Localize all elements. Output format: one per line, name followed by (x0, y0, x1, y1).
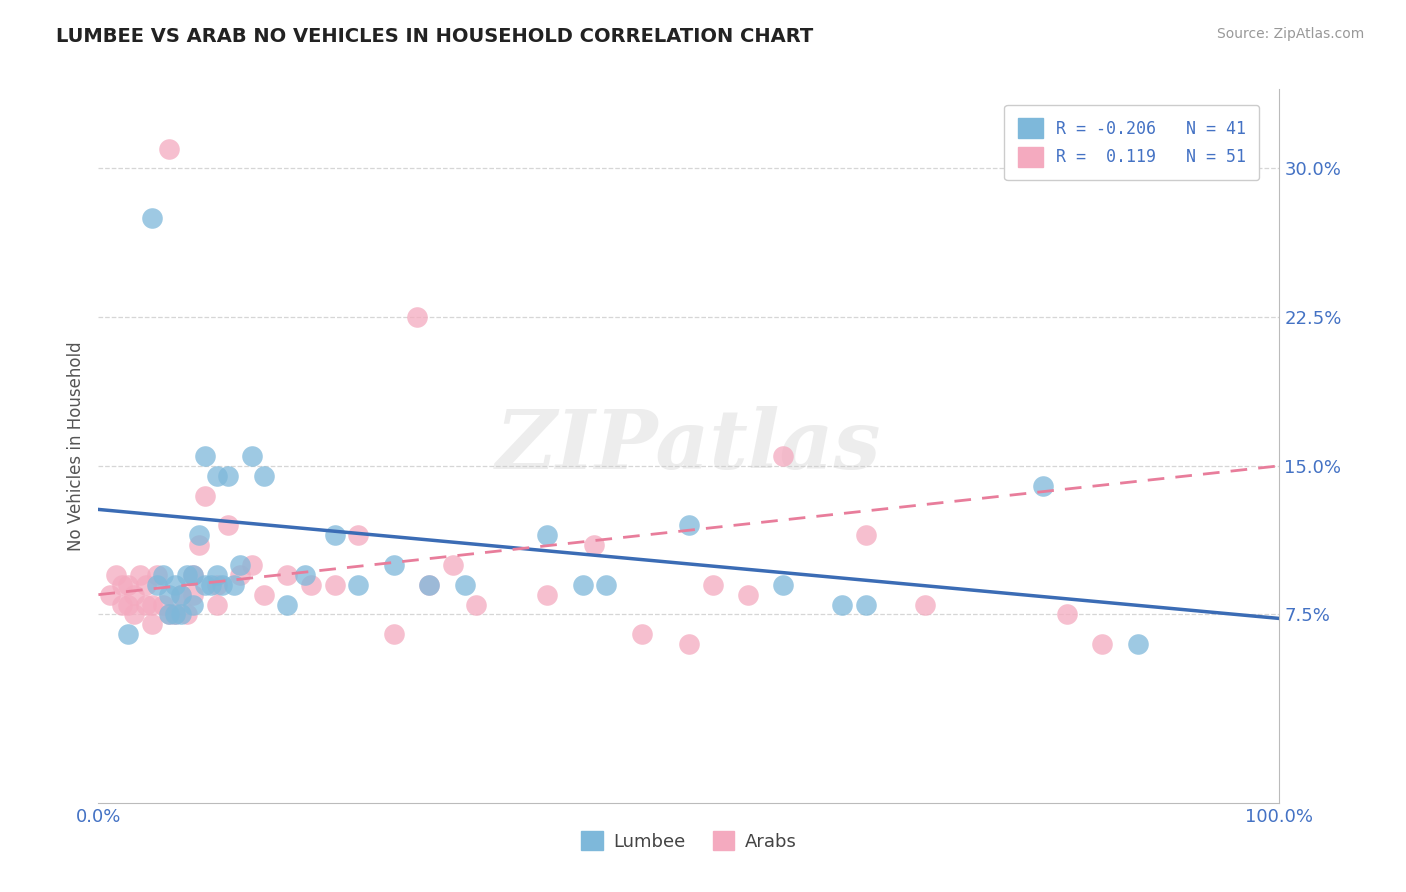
Point (678, 518, 700, 533)
Point (111, 578, 134, 592)
Point (170, 607, 193, 622)
Point (323, 528, 346, 542)
Point (536, 528, 558, 542)
Point (181, 567, 204, 582)
Point (157, 607, 180, 622)
Point (229, 558, 252, 572)
Point (194, 449, 217, 463)
Point (772, 578, 794, 592)
Point (146, 578, 169, 592)
Point (135, 578, 157, 592)
Point (382, 627, 405, 641)
Point (583, 538, 606, 552)
Point (276, 598, 298, 612)
Point (217, 518, 239, 533)
Point (157, 588, 180, 602)
Point (299, 578, 322, 592)
Point (157, 142, 180, 156)
Point (181, 588, 204, 602)
Point (1126, 637, 1149, 651)
Text: Source: ZipAtlas.com: Source: ZipAtlas.com (1216, 27, 1364, 41)
Point (194, 489, 217, 503)
Point (406, 310, 429, 325)
Point (453, 578, 475, 592)
Point (176, 567, 198, 582)
Point (170, 588, 193, 602)
Point (571, 578, 593, 592)
Point (855, 598, 877, 612)
Point (122, 588, 145, 602)
Point (122, 607, 145, 622)
Point (176, 607, 198, 622)
Point (418, 578, 440, 592)
Point (294, 567, 316, 582)
Point (157, 607, 180, 622)
Point (678, 637, 700, 651)
Point (194, 578, 217, 592)
Point (111, 598, 134, 612)
Point (240, 449, 263, 463)
Point (229, 567, 252, 582)
Point (224, 578, 246, 592)
Point (181, 567, 204, 582)
Point (152, 598, 174, 612)
Point (253, 588, 276, 602)
Point (205, 598, 228, 612)
Point (382, 558, 405, 572)
Point (1056, 607, 1078, 622)
Point (772, 449, 794, 463)
Point (141, 617, 163, 632)
Point (205, 578, 228, 592)
Point (105, 567, 128, 582)
Point (253, 468, 276, 483)
Point (702, 578, 724, 592)
Point (347, 528, 370, 542)
Point (630, 627, 652, 641)
Point (240, 558, 263, 572)
Point (1032, 478, 1054, 492)
Point (117, 578, 139, 592)
Legend: Lumbee, Arabs: Lumbee, Arabs (574, 824, 804, 858)
Point (205, 468, 228, 483)
Point (128, 567, 150, 582)
Point (1126, 161, 1149, 176)
Point (170, 588, 193, 602)
Point (855, 528, 877, 542)
Point (165, 578, 187, 592)
Point (347, 578, 370, 592)
Point (831, 598, 853, 612)
Y-axis label: No Vehicles in Household: No Vehicles in Household (66, 341, 84, 551)
Point (165, 607, 187, 622)
Point (141, 211, 163, 225)
Text: ZIPatlas: ZIPatlas (496, 406, 882, 486)
Point (98, 588, 121, 602)
Point (117, 627, 139, 641)
Point (200, 578, 222, 592)
Point (914, 598, 936, 612)
Point (211, 578, 233, 592)
Point (152, 567, 174, 582)
Point (117, 598, 139, 612)
Point (187, 538, 209, 552)
Point (181, 598, 204, 612)
Point (205, 567, 228, 582)
Point (141, 598, 163, 612)
Point (323, 578, 346, 592)
Point (276, 567, 298, 582)
Point (595, 578, 617, 592)
Point (1091, 637, 1114, 651)
Point (165, 607, 187, 622)
Point (737, 588, 759, 602)
Point (146, 567, 169, 582)
Point (465, 598, 488, 612)
Point (441, 558, 464, 572)
Text: LUMBEE VS ARAB NO VEHICLES IN HOUSEHOLD CORRELATION CHART: LUMBEE VS ARAB NO VEHICLES IN HOUSEHOLD … (56, 27, 814, 45)
Point (135, 598, 157, 612)
Point (187, 528, 209, 542)
Point (217, 468, 239, 483)
Point (536, 588, 558, 602)
Point (418, 578, 440, 592)
